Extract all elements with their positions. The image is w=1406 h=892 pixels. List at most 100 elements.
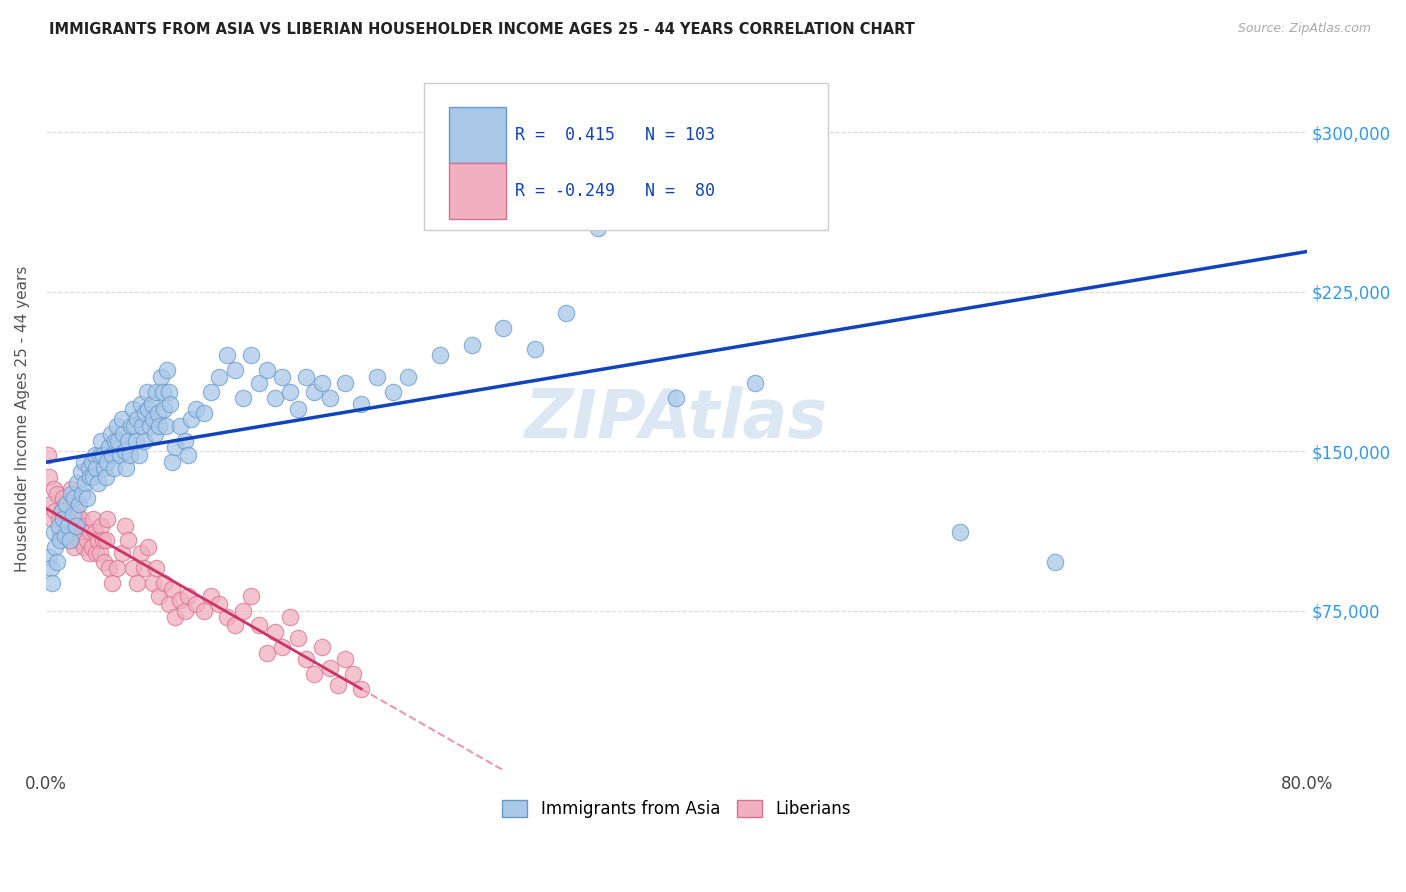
Point bbox=[318, 661, 340, 675]
Point bbox=[62, 512, 84, 526]
Point bbox=[131, 418, 153, 433]
Point bbox=[46, 486, 69, 500]
Point bbox=[93, 555, 115, 569]
Point bbox=[143, 427, 166, 442]
Point bbox=[105, 561, 128, 575]
Point bbox=[208, 369, 231, 384]
Point bbox=[101, 449, 124, 463]
Point bbox=[41, 512, 63, 526]
Point bbox=[101, 576, 124, 591]
Point bbox=[44, 503, 66, 517]
Point bbox=[208, 597, 231, 611]
Point bbox=[159, 397, 181, 411]
Point bbox=[153, 401, 176, 416]
Point bbox=[193, 603, 215, 617]
Point bbox=[200, 384, 222, 399]
Point bbox=[152, 384, 174, 399]
Point bbox=[66, 476, 89, 491]
Point bbox=[138, 540, 160, 554]
Point bbox=[350, 682, 373, 697]
Point bbox=[65, 518, 87, 533]
Point bbox=[89, 546, 111, 560]
Point bbox=[65, 503, 87, 517]
Point bbox=[86, 461, 108, 475]
Point bbox=[366, 369, 388, 384]
Point bbox=[302, 384, 325, 399]
Point bbox=[94, 469, 117, 483]
Point bbox=[87, 533, 110, 548]
Point bbox=[150, 369, 173, 384]
FancyBboxPatch shape bbox=[425, 83, 828, 230]
Point bbox=[381, 384, 404, 399]
Point bbox=[55, 497, 77, 511]
Point bbox=[184, 597, 207, 611]
Point bbox=[39, 497, 62, 511]
Point bbox=[51, 503, 73, 517]
Point bbox=[232, 391, 254, 405]
Point bbox=[98, 561, 121, 575]
Point bbox=[342, 667, 364, 681]
Point bbox=[83, 524, 105, 539]
Point bbox=[73, 455, 96, 469]
Point bbox=[145, 384, 167, 399]
Point bbox=[586, 221, 609, 235]
Point bbox=[44, 540, 66, 554]
Point bbox=[429, 349, 451, 363]
Point bbox=[949, 524, 972, 539]
Point bbox=[311, 640, 333, 654]
Point bbox=[128, 449, 150, 463]
Point bbox=[121, 561, 143, 575]
Point bbox=[59, 533, 82, 548]
FancyBboxPatch shape bbox=[450, 107, 506, 163]
Point bbox=[75, 476, 97, 491]
Point bbox=[96, 512, 118, 526]
Point bbox=[398, 369, 420, 384]
Point bbox=[129, 546, 152, 560]
Point bbox=[523, 342, 546, 356]
Point bbox=[271, 369, 294, 384]
Point bbox=[79, 469, 101, 483]
Point bbox=[157, 384, 180, 399]
Point bbox=[224, 363, 246, 377]
Point bbox=[295, 369, 318, 384]
Point bbox=[184, 401, 207, 416]
Point bbox=[107, 434, 129, 448]
Point bbox=[48, 512, 70, 526]
Point bbox=[224, 618, 246, 632]
Point bbox=[37, 449, 59, 463]
Point bbox=[73, 540, 96, 554]
Point bbox=[247, 618, 270, 632]
Point bbox=[157, 597, 180, 611]
Point bbox=[62, 508, 84, 522]
Text: ZIPAtlas: ZIPAtlas bbox=[524, 386, 828, 452]
Point bbox=[75, 518, 97, 533]
Point bbox=[91, 449, 114, 463]
Point bbox=[129, 397, 152, 411]
Point bbox=[142, 412, 165, 426]
Point bbox=[104, 434, 127, 448]
Point bbox=[60, 483, 83, 497]
Point bbox=[111, 546, 134, 560]
Point bbox=[302, 667, 325, 681]
Point bbox=[70, 486, 93, 500]
Point bbox=[287, 401, 309, 416]
Point bbox=[177, 589, 200, 603]
Point bbox=[115, 461, 138, 475]
Point bbox=[120, 418, 142, 433]
Point bbox=[165, 440, 187, 454]
Point bbox=[56, 518, 79, 533]
Point bbox=[76, 491, 98, 505]
Point bbox=[278, 384, 301, 399]
Point bbox=[146, 406, 169, 420]
Point bbox=[63, 491, 86, 505]
Point bbox=[665, 391, 688, 405]
Point bbox=[63, 540, 86, 554]
Point bbox=[111, 412, 134, 426]
Point bbox=[42, 524, 65, 539]
Point bbox=[132, 561, 155, 575]
Legend: Immigrants from Asia, Liberians: Immigrants from Asia, Liberians bbox=[496, 793, 858, 825]
Point bbox=[335, 652, 357, 666]
Point bbox=[117, 434, 139, 448]
Point bbox=[52, 512, 75, 526]
Point bbox=[38, 550, 60, 565]
